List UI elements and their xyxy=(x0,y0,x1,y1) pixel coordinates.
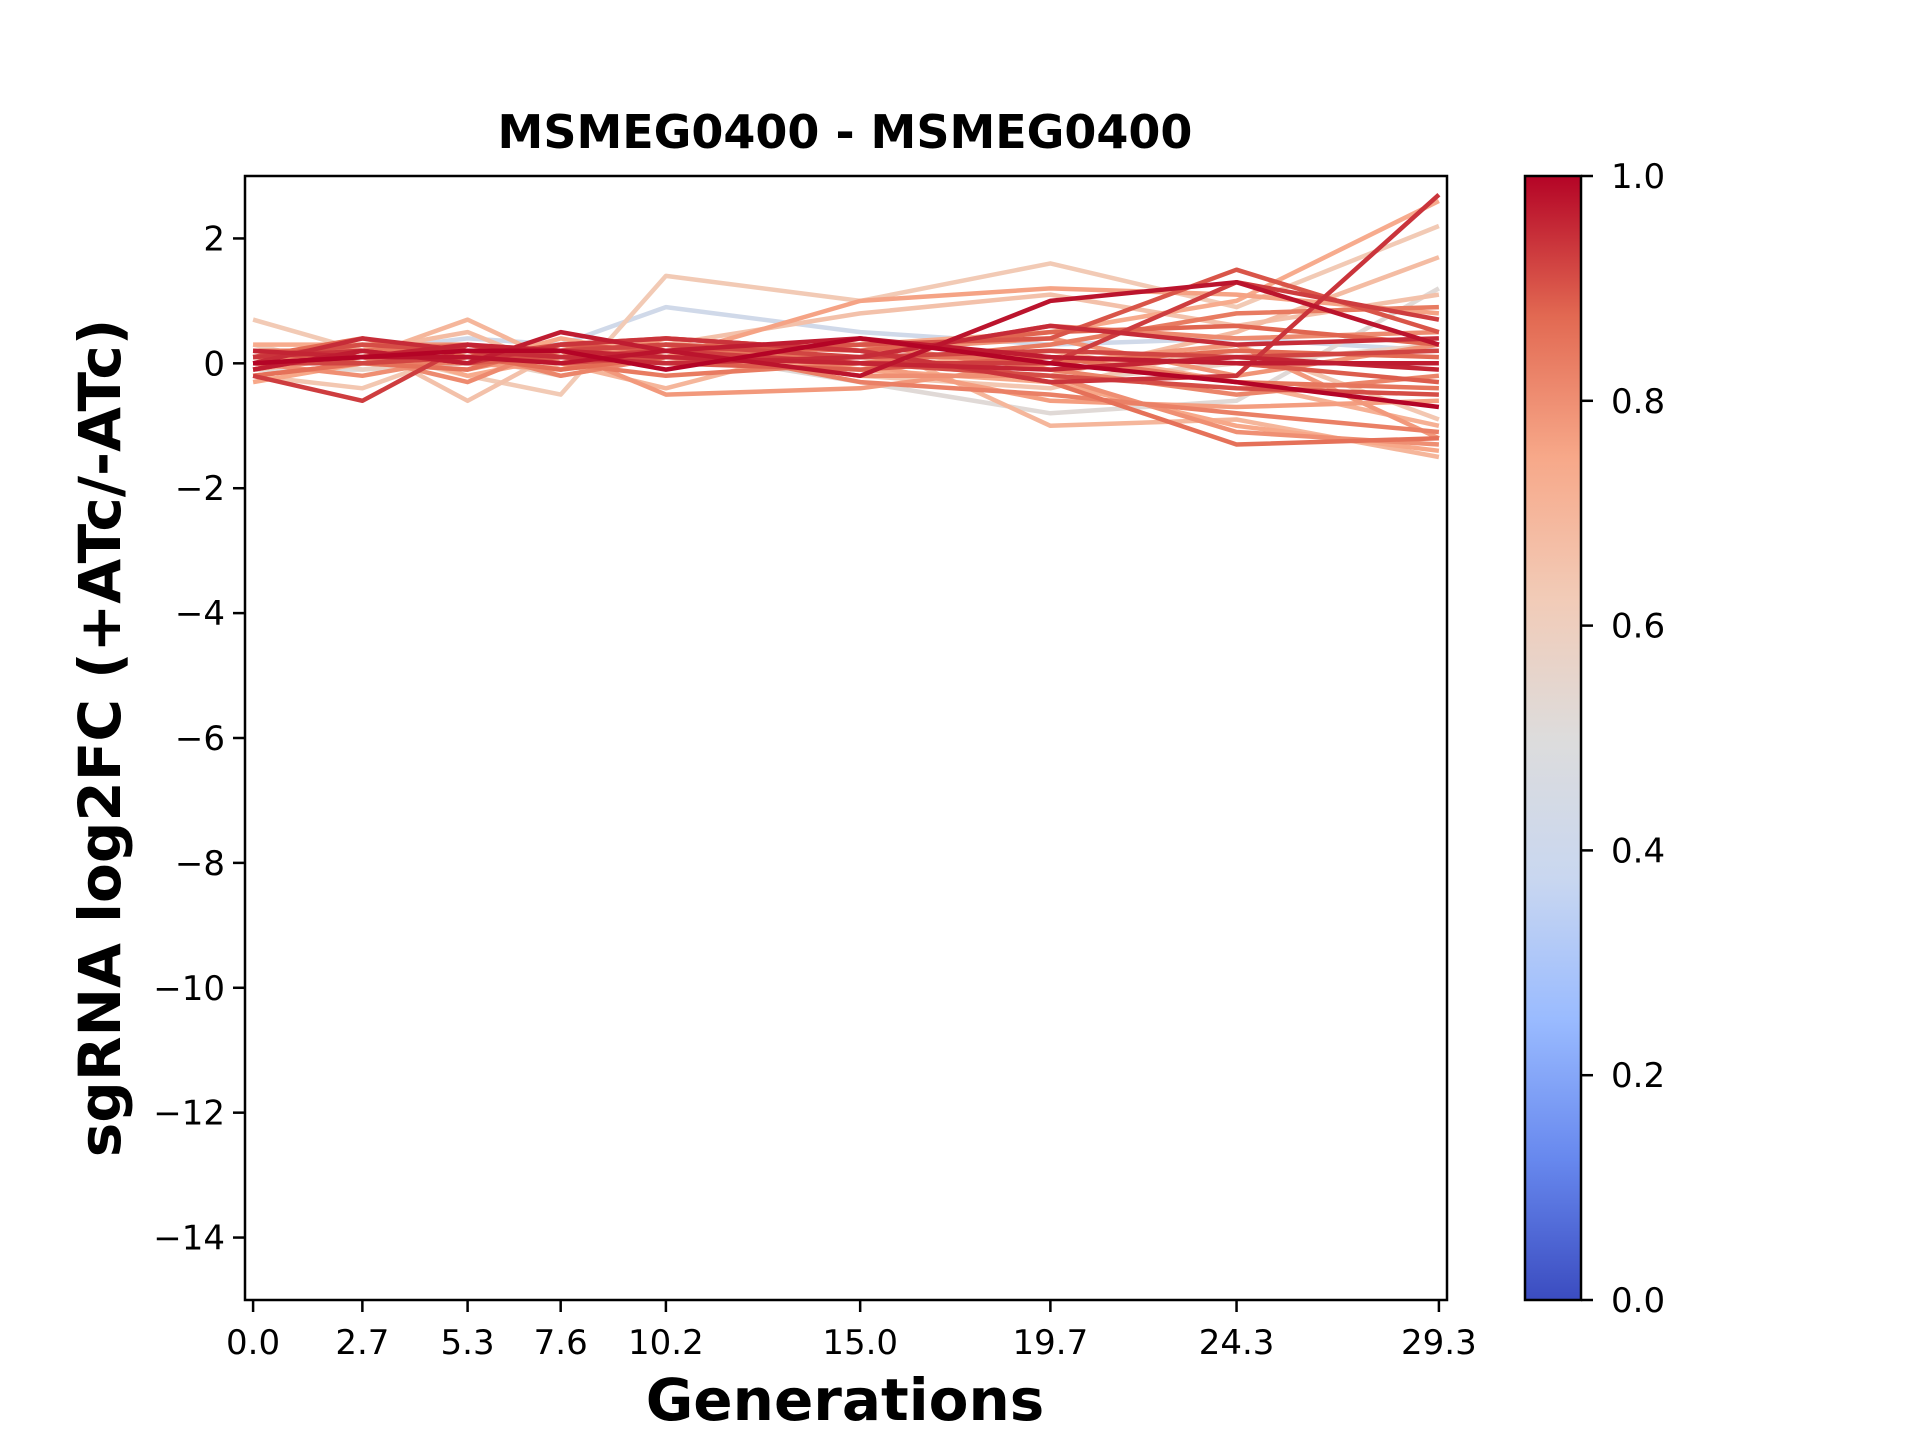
series-line-31 xyxy=(252,323,1439,366)
colorbar xyxy=(1523,174,1583,1302)
colorbar-ticks: 0.0 0.2 0.4 0.6 0.8 1.0 xyxy=(1581,157,1665,1321)
y-tick-label: 0 xyxy=(203,344,225,384)
y-axis-ticks: 2 0 −2 −4 −6 −8 −10 −12 −14 xyxy=(153,219,245,1259)
y-tick-label: −6 xyxy=(175,719,225,759)
series-line-28 xyxy=(253,342,1439,366)
x-tick-label: 7.6 xyxy=(534,1323,588,1363)
colorbar-tick-label: 0.2 xyxy=(1611,1056,1665,1096)
y-tick-label: −8 xyxy=(175,844,225,884)
colorbar-tick-label: 1.0 xyxy=(1611,157,1665,197)
y-tick-label: 2 xyxy=(203,219,225,259)
colorbar-tick-label: 0.6 xyxy=(1611,607,1665,647)
x-tick-label: 19.7 xyxy=(1013,1323,1089,1363)
colorbar-tick-label: 0.8 xyxy=(1611,382,1665,422)
x-tick-label: 29.3 xyxy=(1401,1323,1477,1363)
x-tick-label: 10.2 xyxy=(628,1323,704,1363)
x-tick-label: 24.3 xyxy=(1199,1323,1275,1363)
x-tick-label: 15.0 xyxy=(822,1323,898,1363)
y-tick-label: −10 xyxy=(153,969,225,1009)
x-tick-label: 0.0 xyxy=(226,1323,280,1363)
x-axis-label: Generations xyxy=(646,1366,1045,1434)
chart-title: MSMEG0400 - MSMEG0400 xyxy=(498,105,1193,159)
y-tick-label: −12 xyxy=(153,1094,225,1134)
x-tick-label: 2.7 xyxy=(335,1323,389,1363)
y-tick-label: −14 xyxy=(153,1219,225,1259)
colorbar-tick-label: 0.0 xyxy=(1611,1281,1665,1321)
x-axis-ticks: 0.0 2.7 5.3 7.6 10.2 15.0 19.7 24.3 29.3 xyxy=(226,1300,1477,1363)
plot-lines xyxy=(252,193,1441,460)
colorbar-tick-label: 0.4 xyxy=(1611,831,1665,871)
y-axis-label: sgRNA log2FC (+ATc/-ATc) xyxy=(66,319,134,1157)
y-tick-label: −4 xyxy=(175,594,225,634)
y-tick-label: −2 xyxy=(175,469,225,509)
series-line-35 xyxy=(252,336,1440,410)
x-tick-label: 5.3 xyxy=(441,1323,495,1363)
